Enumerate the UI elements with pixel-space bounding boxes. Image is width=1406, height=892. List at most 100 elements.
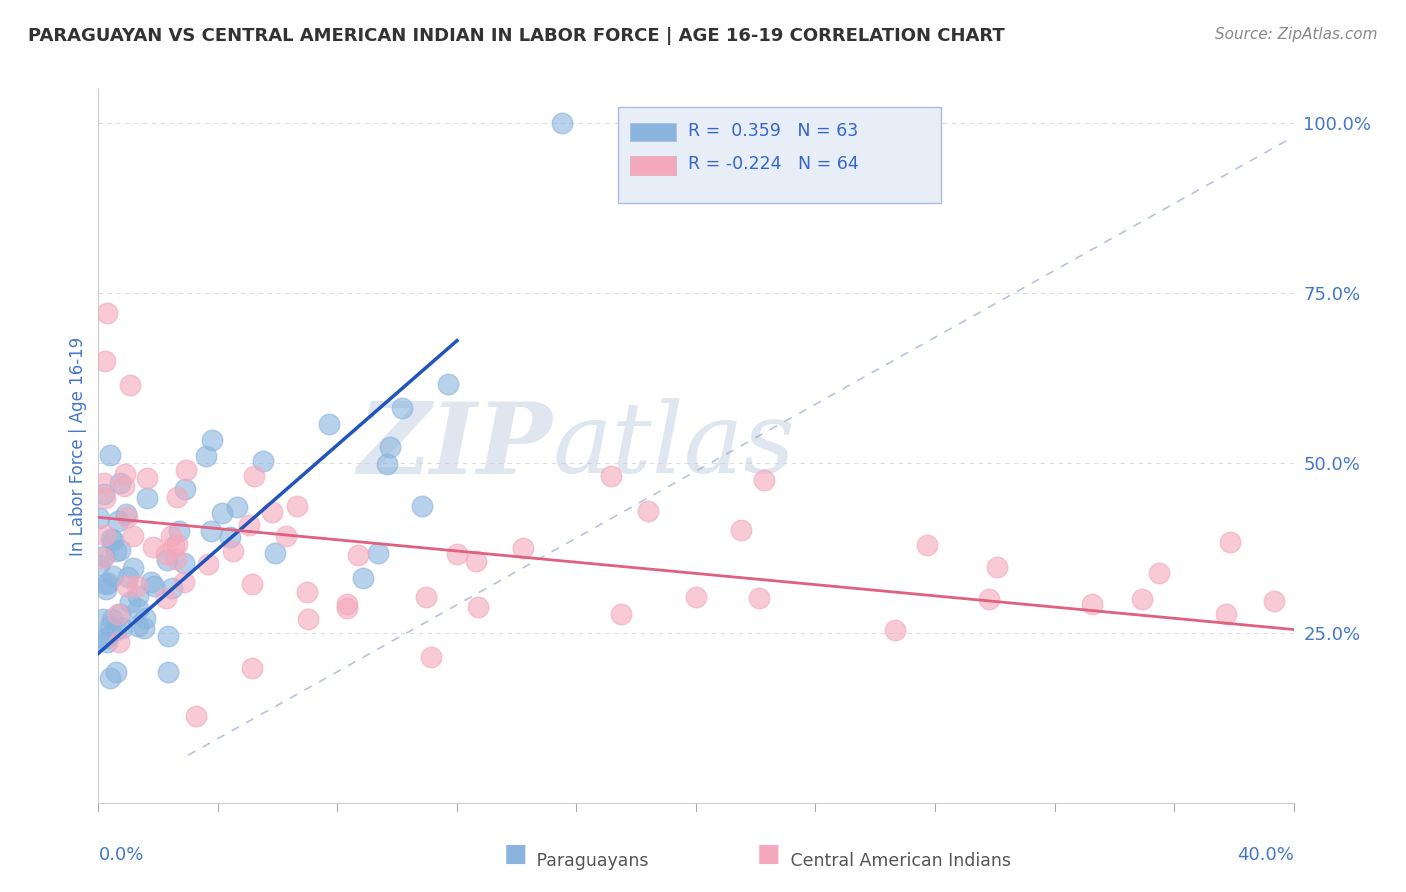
Point — [352, 571, 374, 585]
Point — [93, 491, 115, 505]
Point — [163, 539, 186, 553]
Point — [915, 538, 938, 552]
Point — [165, 552, 187, 566]
Point — [94, 577, 117, 591]
Point — [115, 509, 138, 524]
Point — [285, 499, 308, 513]
Point — [1130, 592, 1153, 607]
Point — [155, 591, 177, 605]
Point — [318, 417, 340, 431]
Point — [94, 582, 117, 597]
Point — [134, 611, 156, 625]
Point — [98, 671, 121, 685]
Point — [125, 579, 148, 593]
Bar — [630, 123, 676, 141]
Point — [94, 528, 117, 542]
Point — [156, 629, 179, 643]
Point — [96, 306, 118, 320]
Point — [108, 607, 131, 621]
Point — [93, 475, 115, 490]
Point — [108, 543, 131, 558]
Point — [117, 570, 139, 584]
Point — [411, 499, 433, 513]
Point — [252, 453, 274, 467]
Point — [262, 505, 284, 519]
Point — [240, 661, 263, 675]
Point — [156, 553, 179, 567]
Text: 40.0%: 40.0% — [1237, 846, 1294, 863]
Point — [240, 577, 263, 591]
Point — [127, 602, 149, 616]
Point — [200, 524, 222, 538]
Point — [91, 550, 114, 565]
Point — [211, 506, 233, 520]
Point — [114, 467, 136, 481]
Point — [243, 468, 266, 483]
Point — [166, 490, 188, 504]
Point — [685, 590, 707, 604]
Bar — [630, 156, 676, 175]
Point — [173, 556, 195, 570]
Point — [375, 457, 398, 471]
Point — [1081, 597, 1104, 611]
Point — [156, 665, 179, 680]
Point — [107, 635, 129, 649]
Point — [111, 621, 134, 635]
Text: ZIP: ZIP — [357, 398, 553, 494]
Point — [174, 463, 197, 477]
Point — [437, 376, 460, 391]
Point — [108, 475, 131, 490]
Text: ■: ■ — [503, 842, 527, 866]
Point — [173, 574, 195, 589]
Point — [97, 575, 120, 590]
Point — [748, 591, 770, 606]
Y-axis label: In Labor Force | Age 16-19: In Labor Force | Age 16-19 — [69, 336, 87, 556]
Point — [142, 578, 165, 592]
Point — [1147, 566, 1170, 580]
Point — [118, 595, 141, 609]
Text: Central American Indians: Central American Indians — [785, 852, 1011, 870]
Point — [112, 479, 135, 493]
Point — [155, 547, 177, 561]
Point — [105, 623, 128, 637]
Point — [610, 607, 633, 621]
Point — [1219, 535, 1241, 549]
Text: atlas: atlas — [553, 399, 796, 493]
Point — [94, 354, 117, 368]
Point — [167, 524, 190, 538]
Point — [184, 709, 207, 723]
Point — [222, 544, 245, 558]
Point — [101, 568, 124, 582]
Point — [197, 557, 219, 571]
Point — [884, 623, 907, 637]
Point — [730, 523, 752, 537]
Bar — [619, 107, 941, 203]
Point — [195, 449, 218, 463]
Point — [136, 470, 159, 484]
Point — [127, 619, 149, 633]
Point — [87, 558, 110, 572]
Point — [120, 377, 142, 392]
Point — [274, 528, 297, 542]
Point — [347, 548, 370, 562]
Point — [103, 533, 125, 547]
Point — [105, 544, 128, 558]
Point — [550, 116, 572, 130]
Point — [297, 612, 319, 626]
Point — [96, 635, 118, 649]
Point — [201, 433, 224, 447]
Point — [107, 607, 129, 622]
Point — [91, 612, 114, 626]
Point — [977, 592, 1000, 607]
Point — [107, 514, 129, 528]
Point — [159, 528, 181, 542]
Point — [295, 585, 318, 599]
Point — [238, 518, 260, 533]
Point — [218, 530, 240, 544]
Point — [1263, 594, 1285, 608]
Point — [139, 575, 162, 590]
Point — [93, 487, 115, 501]
Point — [166, 537, 188, 551]
Point — [464, 554, 486, 568]
Point — [336, 601, 359, 615]
